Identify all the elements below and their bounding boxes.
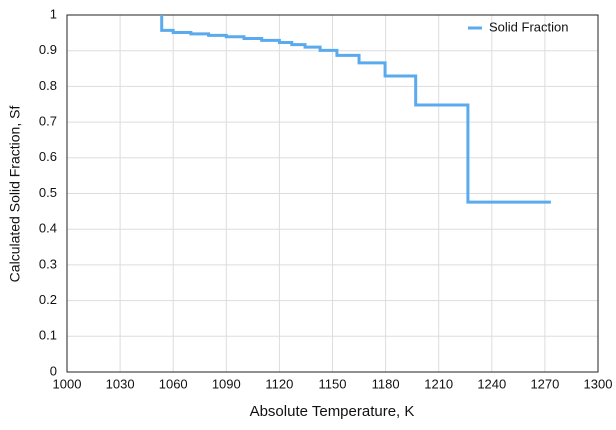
y-tick-label: 0	[50, 363, 57, 378]
x-tick-label: 1180	[372, 376, 400, 391]
x-tick-label: 1090	[212, 376, 241, 391]
legend-label: Solid Fraction	[489, 19, 568, 34]
x-tick-label: 1060	[159, 376, 188, 391]
y-tick-label: 0.1	[39, 328, 57, 343]
x-axis-label: Absolute Temperature, K	[250, 403, 415, 420]
y-tick-label: 0.9	[39, 42, 57, 57]
y-tick-label: 0.6	[39, 149, 57, 164]
y-tick-label: 1	[50, 6, 57, 21]
y-tick-label: 0.2	[39, 292, 57, 307]
y-tick-label: 0.8	[39, 78, 57, 93]
y-tick-label: 0.4	[39, 221, 57, 236]
plot-frame	[66, 14, 599, 373]
x-tick-label: 1300	[584, 376, 613, 391]
x-tick-label: 1000	[53, 376, 82, 391]
data-line	[160, 15, 551, 204]
x-tick-label: 1210	[424, 376, 453, 391]
x-tick-label: 1240	[477, 376, 506, 391]
x-tick-label: 1120	[265, 376, 293, 391]
y-axis-label: Calculated Solid Fraction, Sf	[7, 106, 23, 283]
y-tick-label: 0.7	[39, 114, 57, 129]
x-tick-label: 1030	[106, 376, 135, 391]
y-tick-label: 0.3	[39, 256, 57, 271]
y-tick-label: 0.5	[39, 185, 57, 200]
x-tick-label: 1150	[319, 376, 347, 391]
x-tick-label: 1270	[530, 376, 559, 391]
